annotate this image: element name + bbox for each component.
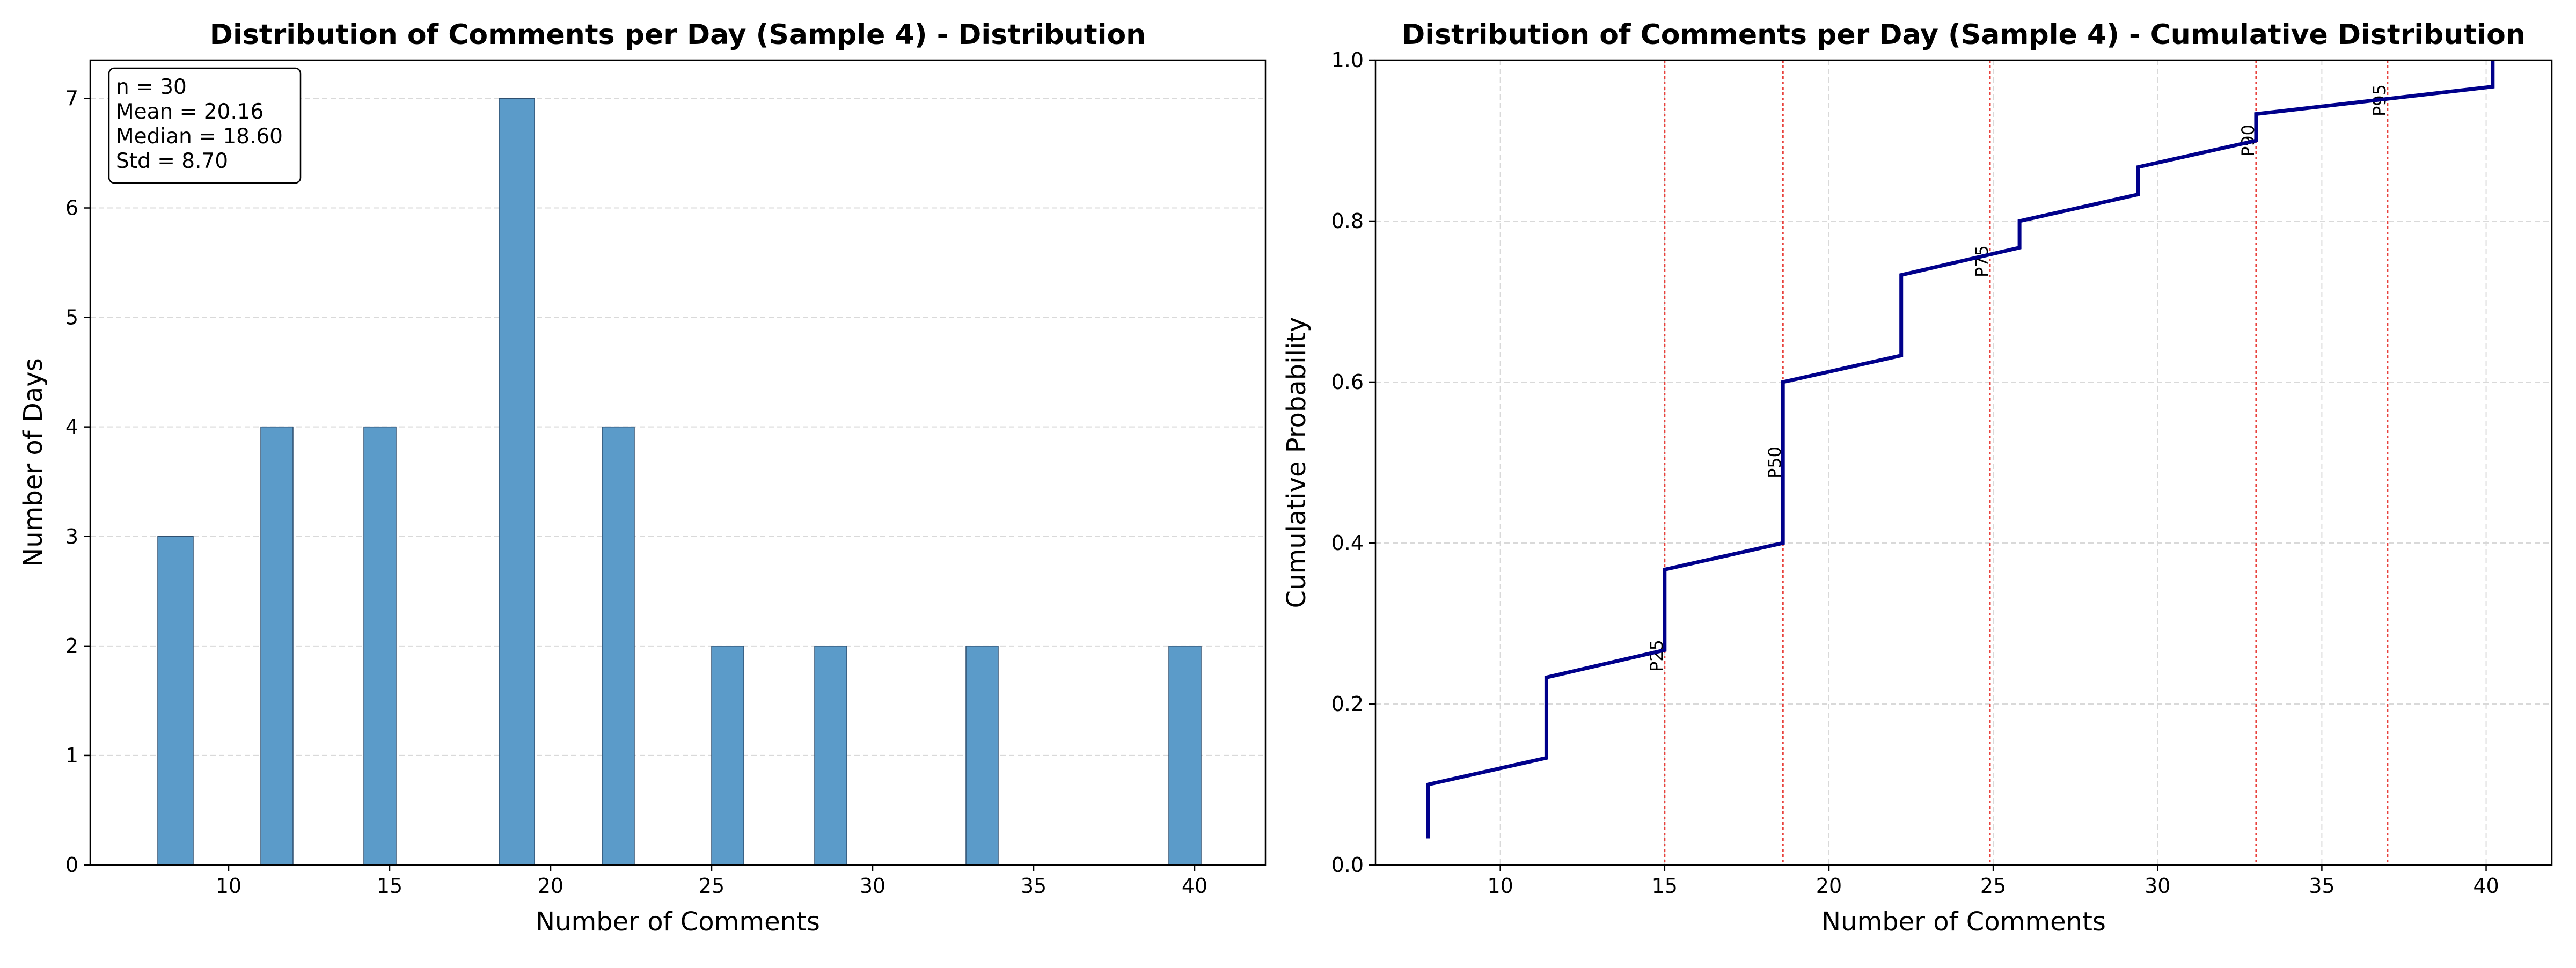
histogram-bar <box>602 426 635 866</box>
chart-title: Distribution of Comments per Day (Sample… <box>1402 19 2526 51</box>
x-axis-label: Number of Comments <box>1821 907 2106 937</box>
y-tick-label: 1.0 <box>1331 48 1364 72</box>
y-tick-label: 4 <box>65 415 78 439</box>
x-tick-label: 10 <box>1487 874 1513 898</box>
y-tick-label: 0 <box>65 853 78 877</box>
histogram-bar <box>711 646 744 866</box>
x-tick-label: 15 <box>1652 874 1678 898</box>
y-tick-label: 5 <box>65 306 78 329</box>
histogram-bar <box>260 426 294 866</box>
x-tick-label: 25 <box>699 874 724 898</box>
y-tick-label: 1 <box>65 744 78 767</box>
x-tick-label: 30 <box>2145 874 2170 898</box>
x-tick-label: 10 <box>216 874 241 898</box>
cumulative-distribution-panel: 10 15 20 25 30 35 40 0.0 0.2 0.4 0.6 0.8 1.0 Distribu… <box>1282 19 2553 937</box>
y-tick-label: 0.4 <box>1331 531 1364 555</box>
y-tick-label: 7 <box>65 86 78 110</box>
x-tick-label: 30 <box>860 874 885 898</box>
cdf-line <box>1426 60 2495 839</box>
x-axis-label: Number of Comments <box>536 907 820 937</box>
y-axis-label: Number of Days <box>18 358 48 567</box>
y-tick-label: 6 <box>65 196 78 220</box>
y-axis-label: Cumulative Probability <box>1282 317 1312 608</box>
y-tick-label: 2 <box>65 634 78 658</box>
stats-box-line: Mean = 20.16 <box>116 100 264 124</box>
y-tick-label: 0.6 <box>1331 370 1364 394</box>
x-tick-label: 35 <box>2309 874 2334 898</box>
x-tick-label: 20 <box>1816 874 1842 898</box>
y-tick-label: 0.8 <box>1331 209 1364 233</box>
histogram-bar <box>499 98 535 866</box>
x-tick-label: 35 <box>1021 874 1046 898</box>
stats-box-line: n = 30 <box>116 75 187 99</box>
x-tick-label: 15 <box>377 874 402 898</box>
x-tick-label: 40 <box>1182 874 1208 898</box>
histogram-bar <box>1168 646 1202 866</box>
y-tick-label: 0.2 <box>1331 692 1364 716</box>
percentile-label: P75 <box>1972 245 1992 277</box>
histogram-bar <box>157 536 194 866</box>
x-tick-label: 20 <box>538 874 564 898</box>
y-tick-label: 0.0 <box>1331 853 1364 877</box>
stats-box-frame <box>108 67 302 184</box>
x-tick-label: 40 <box>2473 874 2499 898</box>
x-tick-label: 25 <box>1980 874 2006 898</box>
chart-title: Distribution of Comments per Day (Sample… <box>210 19 1146 51</box>
histogram-bar <box>814 646 847 866</box>
plot-frame <box>1374 59 2553 866</box>
histogram-bar <box>965 646 999 866</box>
plot-frame <box>89 59 1267 866</box>
y-tick-label: 3 <box>65 525 78 548</box>
stats-box-line: Std = 8.70 <box>116 149 228 173</box>
histogram-bar <box>363 426 397 866</box>
stats-box-line: Median = 18.60 <box>116 124 283 149</box>
histogram-panel: 10 15 20 25 30 35 40 0 1 2 3 4 5 6 7 Distribution of Co… <box>18 19 1267 937</box>
